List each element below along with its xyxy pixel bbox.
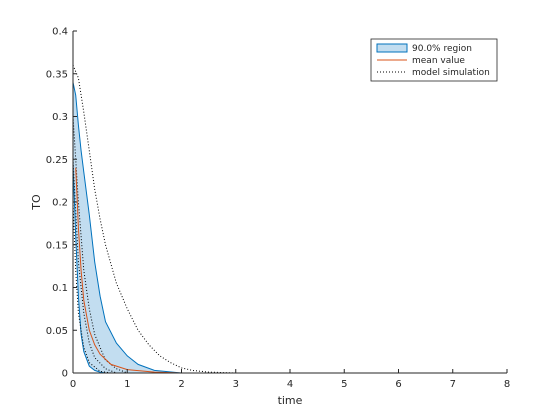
x-tick-label: 5	[341, 379, 347, 390]
x-tick-label: 7	[450, 379, 456, 390]
axes-layer: 0 1 2 3 4 5 6 7 8 0 0.05 0.1 0.15 0.2 0.25 0.3 0.35 0.4	[46, 27, 510, 391]
model-simulation-line-3	[72, 159, 117, 374]
y-tick-label: 0.35	[46, 69, 68, 80]
y-tick-label: 0.05	[46, 326, 68, 337]
x-tick-label: 6	[395, 379, 401, 390]
y-tick-label: 0	[62, 369, 68, 380]
legend-label: mean value	[412, 56, 465, 66]
legend-label: model simulation	[412, 68, 490, 78]
x-tick-label: 3	[233, 379, 239, 390]
x-tick-label: 8	[504, 379, 510, 390]
plot-layer	[72, 65, 507, 374]
legend-swatch-region	[376, 43, 408, 53]
y-tick-label: 0.3	[52, 112, 68, 123]
x-tick-label: 2	[178, 379, 184, 390]
y-tick-label: 0.25	[46, 155, 68, 166]
mean-value-line	[75, 167, 507, 374]
y-tick-label: 0.2	[52, 198, 68, 209]
model-simulation-line-2	[72, 116, 128, 374]
legend-label: 90.0% region	[412, 44, 472, 54]
x-tick-label: 1	[124, 379, 130, 390]
y-tick-label: 0.4	[52, 27, 68, 38]
y-tick-label: 0.15	[46, 240, 68, 251]
x-tick-label: 4	[287, 379, 293, 390]
y-axis-label: TO	[30, 194, 43, 211]
model-simulation-line-1	[72, 65, 236, 374]
legend: 90.0% region mean value model simulation	[370, 38, 498, 82]
x-axis-label: time	[278, 394, 303, 407]
y-tick-label: 0.1	[52, 283, 68, 294]
x-tick-label: 0	[70, 379, 76, 390]
